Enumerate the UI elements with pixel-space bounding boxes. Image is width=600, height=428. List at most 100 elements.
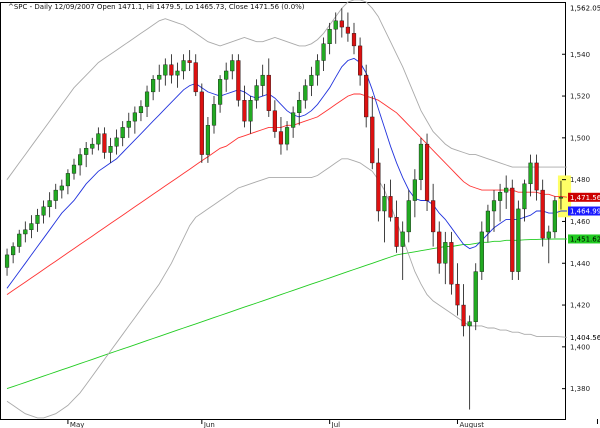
candle xyxy=(303,79,308,109)
candle-body xyxy=(400,231,405,247)
x-axis: MayJunJulAugustSeptember xyxy=(67,419,600,428)
candle-body xyxy=(4,254,10,268)
value-label-bg xyxy=(568,192,600,202)
candle xyxy=(394,200,399,253)
candle-body xyxy=(345,26,351,34)
candle-body xyxy=(455,283,460,306)
candle xyxy=(455,263,460,316)
y-tick-label: 1,400 xyxy=(570,343,590,351)
candle-body xyxy=(370,116,375,164)
candle xyxy=(41,200,46,224)
candle-body xyxy=(534,162,539,191)
candle xyxy=(193,54,198,97)
candle xyxy=(376,148,381,222)
y-tick-label: 1,380 xyxy=(570,385,590,393)
candle-body xyxy=(309,74,314,86)
candle xyxy=(96,127,101,151)
candle-body xyxy=(291,112,296,128)
candle xyxy=(546,225,551,264)
candle-body xyxy=(96,133,101,145)
candle-body xyxy=(151,79,156,93)
candle xyxy=(437,221,442,274)
candle-body xyxy=(230,60,235,72)
candle xyxy=(132,106,137,134)
candle-body xyxy=(467,321,472,327)
value-label-bg xyxy=(568,332,600,342)
candle-body xyxy=(157,74,162,80)
y-tick-label: 1,480 xyxy=(570,176,590,184)
candle xyxy=(443,231,448,285)
candle xyxy=(272,100,277,138)
value-label: 1,464.99 xyxy=(568,206,600,216)
candle xyxy=(558,180,564,210)
candle-body xyxy=(84,148,89,155)
candle xyxy=(77,148,83,176)
candle-body xyxy=(217,79,223,105)
candle xyxy=(516,200,521,280)
candle-body xyxy=(199,91,204,155)
candle-body xyxy=(126,120,131,128)
candle xyxy=(17,229,22,253)
candle xyxy=(53,183,58,209)
candle-body xyxy=(193,62,198,93)
candle-body xyxy=(181,60,186,72)
candle-body xyxy=(327,28,332,45)
candle-body xyxy=(540,189,545,239)
candle-body xyxy=(29,223,34,231)
candle-body xyxy=(138,106,144,113)
candle xyxy=(71,158,77,180)
candle-body xyxy=(41,206,46,216)
candle xyxy=(358,37,363,86)
candle-body xyxy=(211,104,217,126)
y-axis: 1,380 1,400 1,420 1,440 1,460 1,480 1,500 1,520… xyxy=(562,51,590,393)
indicator-line-2 xyxy=(6,57,567,289)
candle xyxy=(467,315,472,410)
candle xyxy=(370,96,375,170)
candle-body xyxy=(412,179,417,201)
candle-body xyxy=(205,125,211,155)
candle xyxy=(498,183,503,222)
candle-body xyxy=(120,127,125,139)
candle-body xyxy=(53,189,58,201)
candle-body xyxy=(248,100,253,122)
value-label-text: 1,562.05 xyxy=(570,5,600,13)
candle-body xyxy=(498,191,503,201)
x-tick-label: August xyxy=(459,421,484,428)
candle xyxy=(126,112,131,138)
value-label-text: 1,404.56 xyxy=(570,334,600,342)
candle-body xyxy=(90,143,95,149)
candle-body xyxy=(278,131,284,145)
candle-body xyxy=(71,164,77,174)
candle xyxy=(291,106,296,138)
candle xyxy=(199,83,204,163)
y-tick-label: 1,540 xyxy=(570,51,590,59)
candle-body xyxy=(114,137,119,147)
candle-body xyxy=(303,85,308,101)
candle-body xyxy=(485,210,491,233)
candle-body xyxy=(388,196,393,218)
candle-body xyxy=(108,146,113,153)
candle-body xyxy=(437,231,442,264)
candle-body xyxy=(236,60,241,101)
candle-body xyxy=(175,70,180,76)
candle xyxy=(327,22,332,55)
candle xyxy=(339,8,344,38)
candle xyxy=(449,231,454,295)
value-label-bg xyxy=(568,206,600,216)
candle xyxy=(424,133,430,211)
candle xyxy=(181,54,186,80)
candle-body xyxy=(260,74,265,86)
x-tick-label: May xyxy=(70,421,84,428)
candle xyxy=(242,85,247,128)
candle-body xyxy=(351,33,357,47)
candle-body xyxy=(479,231,484,272)
candle-body xyxy=(558,197,564,199)
candle xyxy=(65,169,70,195)
candle xyxy=(278,116,284,155)
candle xyxy=(534,154,539,201)
candle-body xyxy=(552,200,557,233)
candle xyxy=(345,12,351,42)
candle-body xyxy=(144,91,150,107)
candle xyxy=(309,66,314,97)
